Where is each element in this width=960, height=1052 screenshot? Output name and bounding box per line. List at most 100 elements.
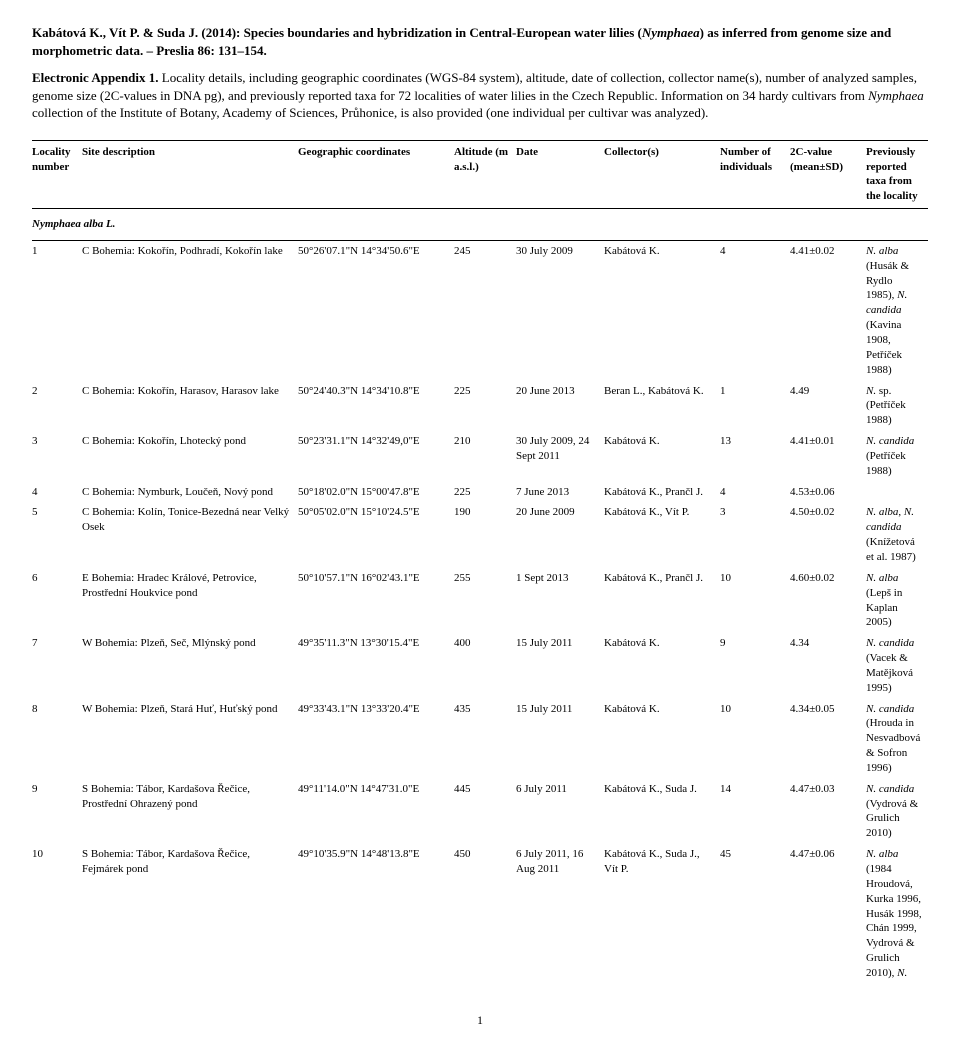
abstract-post: collection of the Institute of Botany, A… bbox=[32, 105, 708, 120]
cell-locality-number: 2 bbox=[32, 381, 82, 432]
cell-altitude: 225 bbox=[454, 482, 516, 503]
cell-2c-value: 4.41±0.01 bbox=[790, 431, 866, 482]
cell-altitude: 190 bbox=[454, 502, 516, 567]
table-row: 1C Bohemia: Kokořín, Podhradí, Kokořín l… bbox=[32, 240, 928, 380]
cell-site-description: C Bohemia: Nymburk, Loučeň, Nový pond bbox=[82, 482, 298, 503]
citation-block: Kabátová K., Vít P. & Suda J. (2014): Sp… bbox=[32, 24, 928, 59]
cell-site-description: S Bohemia: Tábor, Kardašova Řečice, Fejm… bbox=[82, 844, 298, 984]
cell-previously-reported: N. alba (Lepš in Kaplan 2005) bbox=[866, 568, 928, 633]
cell-site-description: C Bohemia: Kokořín, Harasov, Harasov lak… bbox=[82, 381, 298, 432]
cell-locality-number: 7 bbox=[32, 633, 82, 698]
cell-date: 1 Sept 2013 bbox=[516, 568, 604, 633]
cell-geographic-coordinates: 50°24'40.3"N 14°34'10.8"E bbox=[298, 381, 454, 432]
cell-date: 15 July 2011 bbox=[516, 699, 604, 779]
section-row: Nymphaea alba L. bbox=[32, 209, 928, 241]
cell-site-description: S Bohemia: Tábor, Kardašova Řečice, Pros… bbox=[82, 779, 298, 844]
cell-locality-number: 5 bbox=[32, 502, 82, 567]
cell-collectors: Kabátová K. bbox=[604, 240, 720, 380]
cell-geographic-coordinates: 49°33'43.1"N 13°33'20.4"E bbox=[298, 699, 454, 779]
table-row: 2C Bohemia: Kokořín, Harasov, Harasov la… bbox=[32, 381, 928, 432]
header-date: Date bbox=[516, 140, 604, 208]
citation-title-italic: Nymphaea bbox=[642, 25, 700, 40]
cell-collectors: Kabátová K. bbox=[604, 699, 720, 779]
cell-number-individuals: 13 bbox=[720, 431, 790, 482]
cell-altitude: 445 bbox=[454, 779, 516, 844]
cell-previously-reported: N. alba (1984 Hroudová, Kurka 1996, Husá… bbox=[866, 844, 928, 984]
header-previously-reported: Previously reported taxa from the locali… bbox=[866, 140, 928, 208]
table-header-row: Locality number Site description Geograp… bbox=[32, 140, 928, 208]
cell-locality-number: 9 bbox=[32, 779, 82, 844]
table-row: 4C Bohemia: Nymburk, Loučeň, Nový pond50… bbox=[32, 482, 928, 503]
cell-previously-reported bbox=[866, 482, 928, 503]
section-label: Nymphaea alba L. bbox=[32, 209, 928, 241]
cell-date: 6 July 2011 bbox=[516, 779, 604, 844]
abstract-block: Electronic Appendix 1. Locality details,… bbox=[32, 69, 928, 122]
cell-number-individuals: 4 bbox=[720, 482, 790, 503]
table-row: 9S Bohemia: Tábor, Kardašova Řečice, Pro… bbox=[32, 779, 928, 844]
cell-date: 30 July 2009, 24 Sept 2011 bbox=[516, 431, 604, 482]
cell-previously-reported: N. candida (Vacek & Matějková 1995) bbox=[866, 633, 928, 698]
cell-number-individuals: 3 bbox=[720, 502, 790, 567]
cell-site-description: C Bohemia: Kolín, Tonice-Bezedná near Ve… bbox=[82, 502, 298, 567]
header-site-description: Site description bbox=[82, 140, 298, 208]
cell-2c-value: 4.47±0.03 bbox=[790, 779, 866, 844]
cell-geographic-coordinates: 50°10'57.1"N 16°02'43.1"E bbox=[298, 568, 454, 633]
cell-site-description: W Bohemia: Plzeň, Stará Huť, Huťský pond bbox=[82, 699, 298, 779]
cell-altitude: 435 bbox=[454, 699, 516, 779]
cell-2c-value: 4.34 bbox=[790, 633, 866, 698]
cell-collectors: Kabátová K. bbox=[604, 431, 720, 482]
cell-geographic-coordinates: 49°11'14.0"N 14°47'31.0"E bbox=[298, 779, 454, 844]
table-body: Nymphaea alba L. 1C Bohemia: Kokořín, Po… bbox=[32, 209, 928, 984]
cell-date: 7 June 2013 bbox=[516, 482, 604, 503]
cell-number-individuals: 4 bbox=[720, 240, 790, 380]
cell-altitude: 255 bbox=[454, 568, 516, 633]
cell-date: 30 July 2009 bbox=[516, 240, 604, 380]
citation-title-pre: Species boundaries and hybridization in … bbox=[244, 25, 642, 40]
table-row: 3C Bohemia: Kokořín, Lhotecký pond50°23'… bbox=[32, 431, 928, 482]
cell-site-description: E Bohemia: Hradec Králové, Petrovice, Pr… bbox=[82, 568, 298, 633]
cell-2c-value: 4.47±0.06 bbox=[790, 844, 866, 984]
cell-locality-number: 4 bbox=[32, 482, 82, 503]
page-number: 1 bbox=[32, 1012, 928, 1028]
cell-collectors: Kabátová K., Vít P. bbox=[604, 502, 720, 567]
appendix-label: Electronic Appendix 1. bbox=[32, 70, 159, 85]
cell-date: 20 June 2009 bbox=[516, 502, 604, 567]
header-2c-value: 2C-value (mean±SD) bbox=[790, 140, 866, 208]
cell-2c-value: 4.49 bbox=[790, 381, 866, 432]
cell-2c-value: 4.60±0.02 bbox=[790, 568, 866, 633]
cell-collectors: Kabátová K., Prančl J. bbox=[604, 482, 720, 503]
cell-locality-number: 8 bbox=[32, 699, 82, 779]
cell-locality-number: 1 bbox=[32, 240, 82, 380]
cell-number-individuals: 45 bbox=[720, 844, 790, 984]
table-row: 10S Bohemia: Tábor, Kardašova Řečice, Fe… bbox=[32, 844, 928, 984]
cell-collectors: Kabátová K., Suda J., Vít P. bbox=[604, 844, 720, 984]
abstract-italic: Nymphaea bbox=[868, 88, 924, 103]
cell-altitude: 210 bbox=[454, 431, 516, 482]
cell-altitude: 450 bbox=[454, 844, 516, 984]
cell-previously-reported: N. candida (Petříček 1988) bbox=[866, 431, 928, 482]
citation-authors: Kabátová K., Vít P. & Suda J. (2014): bbox=[32, 25, 244, 40]
cell-previously-reported: N. candida (Vydrová & Grulich 2010) bbox=[866, 779, 928, 844]
cell-collectors: Kabátová K. bbox=[604, 633, 720, 698]
cell-previously-reported: N. alba, N. candida (Knížetová et al. 19… bbox=[866, 502, 928, 567]
cell-collectors: Beran L., Kabátová K. bbox=[604, 381, 720, 432]
cell-2c-value: 4.34±0.05 bbox=[790, 699, 866, 779]
cell-2c-value: 4.50±0.02 bbox=[790, 502, 866, 567]
table-row: 6E Bohemia: Hradec Králové, Petrovice, P… bbox=[32, 568, 928, 633]
cell-previously-reported: N. candida (Hrouda in Nesvadbová & Sofro… bbox=[866, 699, 928, 779]
cell-previously-reported: N. sp. (Petříček 1988) bbox=[866, 381, 928, 432]
cell-date: 15 July 2011 bbox=[516, 633, 604, 698]
cell-number-individuals: 9 bbox=[720, 633, 790, 698]
header-altitude: Altitude (m a.s.l.) bbox=[454, 140, 516, 208]
cell-collectors: Kabátová K., Prančl J. bbox=[604, 568, 720, 633]
locality-table: Locality number Site description Geograp… bbox=[32, 140, 928, 984]
header-geographic-coordinates: Geographic coordinates bbox=[298, 140, 454, 208]
cell-date: 20 June 2013 bbox=[516, 381, 604, 432]
cell-locality-number: 10 bbox=[32, 844, 82, 984]
cell-geographic-coordinates: 50°26'07.1"N 14°34'50.6"E bbox=[298, 240, 454, 380]
cell-geographic-coordinates: 50°05'02.0"N 15°10'24.5"E bbox=[298, 502, 454, 567]
table-row: 5C Bohemia: Kolín, Tonice-Bezedná near V… bbox=[32, 502, 928, 567]
cell-date: 6 July 2011, 16 Aug 2011 bbox=[516, 844, 604, 984]
cell-number-individuals: 14 bbox=[720, 779, 790, 844]
cell-site-description: C Bohemia: Kokořín, Lhotecký pond bbox=[82, 431, 298, 482]
